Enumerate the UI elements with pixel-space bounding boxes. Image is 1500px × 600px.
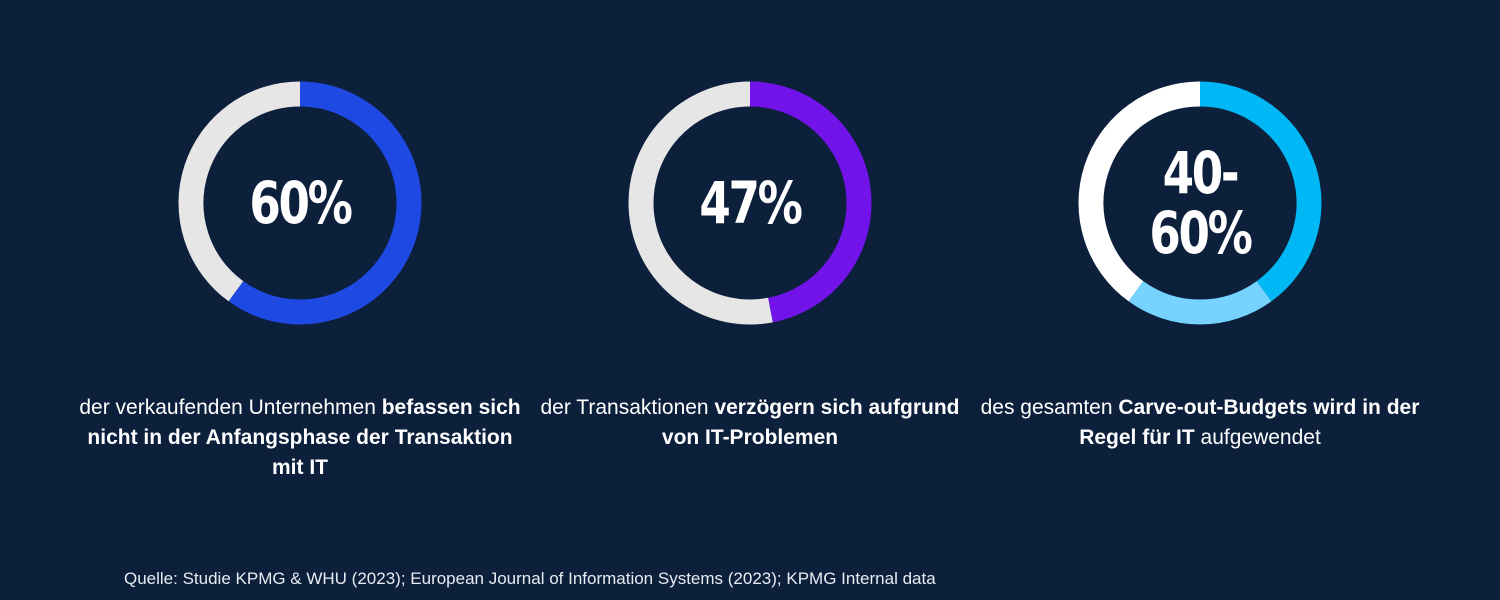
caption-1: der verkaufenden Unternehmen befassen si… (75, 393, 525, 483)
caption-text: aufgewendet (1194, 426, 1321, 449)
donut-value-3: 40- 60% (1149, 139, 1253, 267)
caption-3: des gesamten Carve-out-Budgets wird in d… (975, 393, 1425, 453)
caption-bold-text: verzögern sich aufgrund von IT-Problemen (661, 396, 960, 449)
donut-segment-anteil (228, 81, 422, 325)
donut-segment-rest (628, 81, 773, 325)
source-note: Quelle: Studie KPMG & WHU (2023); Europe… (124, 569, 936, 588)
donut-svg-1 (178, 81, 422, 325)
caption-text: des gesamten (980, 396, 1119, 419)
stat-panel-1: 60% der verkaufenden Unternehmen befasse… (75, 0, 525, 560)
stat-panel-3: 40- 60% des gesamten Carve-out-Budgets w… (975, 0, 1425, 560)
donut-segment-anteil (749, 81, 872, 323)
donut-chart-1: 60% (175, 78, 425, 328)
donut-chart-3: 40- 60% (1075, 78, 1325, 328)
caption-2: der Transaktionen verzögern sich aufgrun… (525, 393, 975, 453)
caption-text: der Transaktionen (540, 396, 715, 419)
donut-svg-2 (628, 81, 872, 325)
caption-bold-text: befassen sich nicht in der Anfangsphase … (87, 396, 521, 479)
donut-segment-rest (1078, 81, 1201, 302)
donut-segment-rest (178, 81, 301, 302)
stat-panel-2: 47% der Transaktionen verzögern sich auf… (525, 0, 975, 560)
caption-text: der verkaufenden Unternehmen (79, 396, 382, 419)
donut-segment-untergrenze (1199, 81, 1322, 302)
donut-chart-2: 47% (625, 78, 875, 328)
donut-value-1: 60% (249, 169, 353, 237)
donut-value-2: 47% (699, 169, 803, 237)
donut-svg-3 (1078, 81, 1322, 325)
donut-segment-spanne (1128, 280, 1272, 325)
caption-bold-text: Carve-out-Budgets wird in der Regel für … (1079, 396, 1420, 449)
